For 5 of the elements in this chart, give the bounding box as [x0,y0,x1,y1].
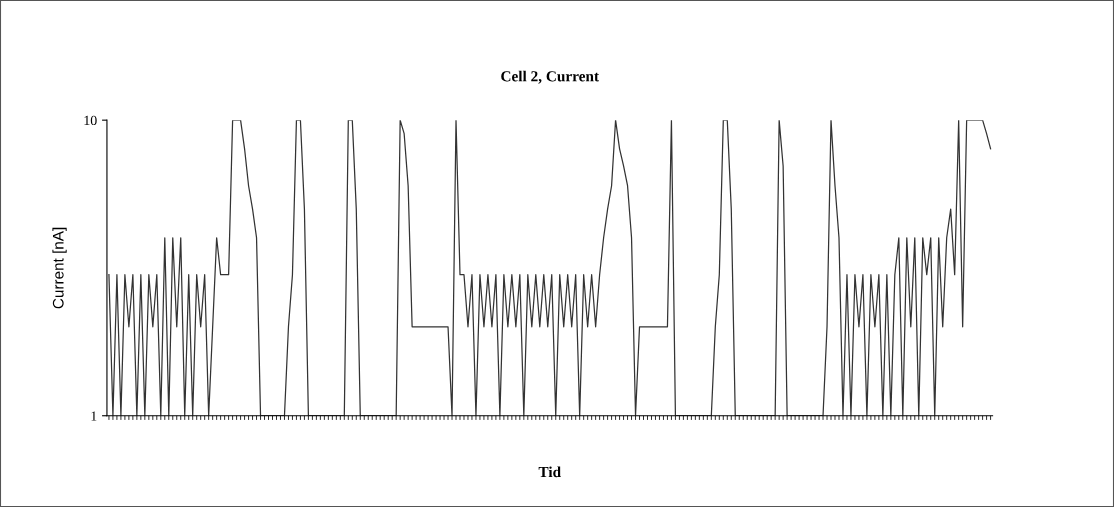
chart-title: Cell 2, Current [501,70,599,84]
y-axis-title: Current [nA] [52,227,67,309]
x-axis-title: Tid [538,466,561,478]
y-tick-label: 1 [91,411,97,421]
y-tick-label: 10 [84,115,97,126]
